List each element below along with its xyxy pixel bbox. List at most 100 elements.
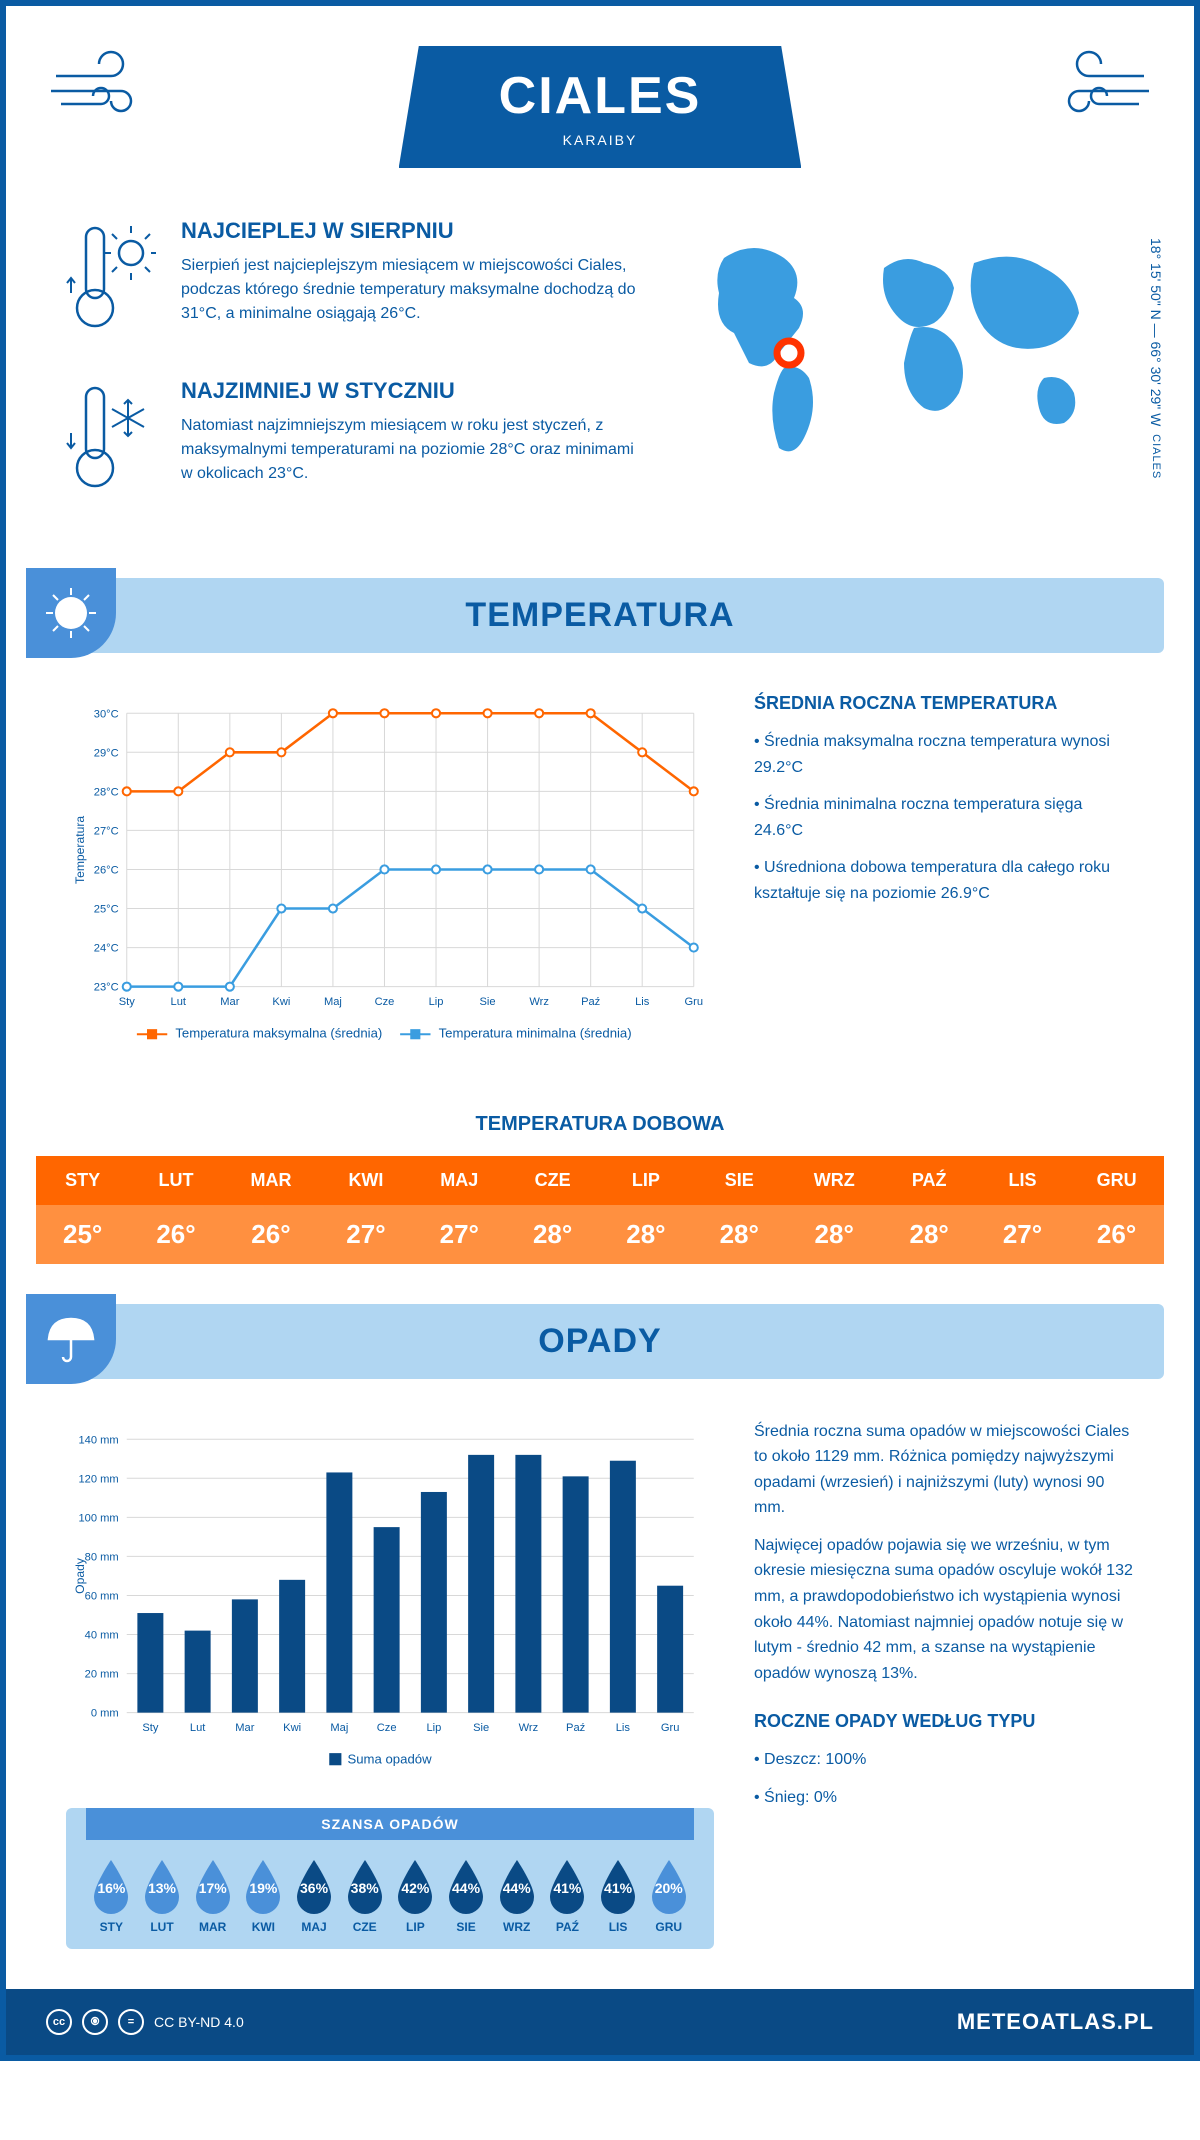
daily-month: LIP xyxy=(599,1156,692,1205)
daily-value: 25° xyxy=(36,1205,129,1264)
precip-body: 0 mm20 mm40 mm60 mm80 mm100 mm120 mm140 … xyxy=(6,1379,1194,1990)
svg-text:24°C: 24°C xyxy=(94,943,119,955)
svg-text:Paź: Paź xyxy=(566,1721,586,1733)
hottest-title: NAJCIEPLEJ W SIERPNIU xyxy=(181,218,644,244)
daily-month: MAJ xyxy=(413,1156,506,1205)
temp-info-title: ŚREDNIA ROCZNA TEMPERATURA xyxy=(754,693,1134,714)
precip-type-item: Deszcz: 100% xyxy=(754,1747,1134,1773)
page-title: CIALES xyxy=(499,66,702,126)
footer: cc 🞊 = CC BY-ND 4.0 METEOATLAS.PL xyxy=(6,1989,1194,2055)
svg-text:Maj: Maj xyxy=(330,1721,348,1733)
daily-month: KWI xyxy=(319,1156,412,1205)
chance-drop: 13%LUT xyxy=(137,1855,188,1934)
svg-text:Kwi: Kwi xyxy=(272,996,290,1008)
precip-chance-title: SZANSA OPADÓW xyxy=(86,1808,694,1840)
hottest-text: Sierpień jest najcieplejszym miesiącem w… xyxy=(181,254,644,326)
precip-info: Średnia roczna suma opadów w miejscowośc… xyxy=(754,1419,1134,1950)
svg-text:Suma opadów: Suma opadów xyxy=(347,1751,432,1766)
chance-drop: 19%KWI xyxy=(238,1855,289,1934)
daily-month: LUT xyxy=(129,1156,222,1205)
svg-text:Kwi: Kwi xyxy=(283,1721,301,1733)
wind-icon xyxy=(1034,46,1154,131)
svg-text:Lis: Lis xyxy=(635,996,650,1008)
chance-drop: 41%LIS xyxy=(593,1855,644,1934)
svg-text:29°C: 29°C xyxy=(94,747,119,759)
cc-icon: cc xyxy=(46,2009,72,2035)
svg-text:120 mm: 120 mm xyxy=(78,1473,118,1485)
svg-text:Lut: Lut xyxy=(171,996,187,1008)
svg-text:Lis: Lis xyxy=(616,1721,631,1733)
svg-text:27°C: 27°C xyxy=(94,825,119,837)
svg-text:Mar: Mar xyxy=(220,996,239,1008)
temperature-body: 23°C24°C25°C26°C27°C28°C29°C30°CStyLutMa… xyxy=(6,653,1194,1103)
precip-section-header: OPADY xyxy=(36,1304,1164,1379)
daily-month: LIS xyxy=(976,1156,1069,1205)
svg-text:140 mm: 140 mm xyxy=(78,1434,118,1446)
daily-value: 28° xyxy=(599,1205,692,1264)
svg-text:Wrz: Wrz xyxy=(529,996,549,1008)
svg-text:0 mm: 0 mm xyxy=(91,1707,119,1719)
thermometer-cold-icon xyxy=(66,378,156,503)
svg-text:40 mm: 40 mm xyxy=(85,1629,119,1641)
chance-drop: 42%LIP xyxy=(390,1855,441,1934)
temp-info-item: Średnia maksymalna roczna temperatura wy… xyxy=(754,729,1134,780)
hottest-block: NAJCIEPLEJ W SIERPNIU Sierpień jest najc… xyxy=(66,218,644,343)
svg-text:Temperatura: Temperatura xyxy=(73,816,87,884)
daily-value: 27° xyxy=(413,1205,506,1264)
svg-text:23°C: 23°C xyxy=(94,982,119,994)
daily-value: 28° xyxy=(883,1205,976,1264)
umbrella-icon xyxy=(26,1294,116,1384)
daily-value: 26° xyxy=(1069,1205,1164,1264)
chance-drop: 41%PAŹ xyxy=(542,1855,593,1934)
precip-chance-panel: SZANSA OPADÓW 16%STY13%LUT17%MAR19%KWI36… xyxy=(66,1808,714,1949)
chance-drop: 20%GRU xyxy=(643,1855,694,1934)
sun-icon xyxy=(26,568,116,658)
chance-drop: 44%SIE xyxy=(441,1855,492,1934)
wind-icon xyxy=(46,46,166,131)
svg-text:Temperatura maksymalna (średni: Temperatura maksymalna (średnia) xyxy=(175,1025,382,1040)
coldest-text: Natomiast najzimniejszym miesiącem w rok… xyxy=(181,414,644,486)
world-map-block: 18° 15' 50" N — 66° 30' 29" W CIALES xyxy=(684,218,1134,538)
temperature-info: ŚREDNIA ROCZNA TEMPERATURA Średnia maksy… xyxy=(754,693,1134,1063)
temp-info-item: Uśredniona dobowa temperatura dla całego… xyxy=(754,855,1134,906)
svg-text:Gru: Gru xyxy=(684,996,703,1008)
daily-month: SIE xyxy=(693,1156,786,1205)
daily-value: 27° xyxy=(319,1205,412,1264)
daily-value: 26° xyxy=(223,1205,320,1264)
daily-temp-table: STYLUTMARKWIMAJCZELIPSIEWRZPAŹLISGRU 25°… xyxy=(36,1156,1164,1264)
daily-month: CZE xyxy=(506,1156,599,1205)
svg-text:30°C: 30°C xyxy=(94,708,119,720)
page-subtitle: KARAIBY xyxy=(499,132,702,148)
daily-month: STY xyxy=(36,1156,129,1205)
daily-month: GRU xyxy=(1069,1156,1164,1205)
header: CIALES KARAIBY xyxy=(6,6,1194,198)
svg-text:Sty: Sty xyxy=(142,1721,159,1733)
svg-text:Lut: Lut xyxy=(190,1721,206,1733)
daily-value: 28° xyxy=(786,1205,883,1264)
thermometer-hot-icon xyxy=(66,218,156,343)
svg-text:80 mm: 80 mm xyxy=(85,1551,119,1563)
temp-info-item: Średnia minimalna roczna temperatura się… xyxy=(754,792,1134,843)
page-container: CIALES KARAIBY NAJCIEPLEJ W SIERPNIU Sie… xyxy=(0,0,1200,2061)
chance-drop: 44%WRZ xyxy=(491,1855,542,1934)
daily-month: PAŹ xyxy=(883,1156,976,1205)
svg-text:Opady: Opady xyxy=(73,1557,87,1594)
brand-text: METEOATLAS.PL xyxy=(957,2009,1154,2035)
precip-text-2: Najwięcej opadów pojawia się we wrześniu… xyxy=(754,1533,1134,1687)
svg-text:Sie: Sie xyxy=(473,1721,489,1733)
daily-value: 27° xyxy=(976,1205,1069,1264)
svg-text:Wrz: Wrz xyxy=(519,1721,539,1733)
coldest-title: NAJZIMNIEJ W STYCZNIU xyxy=(181,378,644,404)
svg-text:Cze: Cze xyxy=(377,1721,397,1733)
coordinates: 18° 15' 50" N — 66° 30' 29" W CIALES xyxy=(1148,238,1164,479)
svg-text:25°C: 25°C xyxy=(94,904,119,916)
summary-section: NAJCIEPLEJ W SIERPNIU Sierpień jest najc… xyxy=(6,198,1194,578)
svg-text:Maj: Maj xyxy=(324,996,342,1008)
daily-value: 26° xyxy=(129,1205,222,1264)
precip-text-1: Średnia roczna suma opadów w miejscowośc… xyxy=(754,1419,1134,1521)
chance-drop: 38%CZE xyxy=(339,1855,390,1934)
svg-text:Lip: Lip xyxy=(426,1721,441,1733)
world-map-icon xyxy=(684,218,1134,478)
chance-drop: 16%STY xyxy=(86,1855,137,1934)
svg-text:100 mm: 100 mm xyxy=(78,1512,118,1524)
